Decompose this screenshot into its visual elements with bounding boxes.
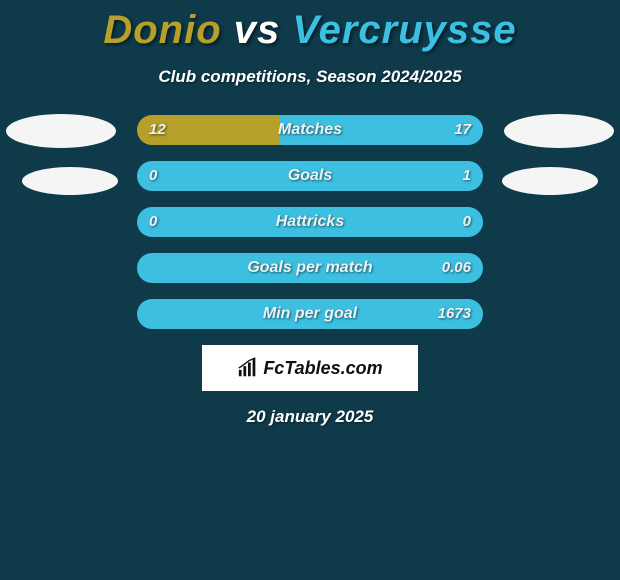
logo: FcTables.com [237,357,382,379]
stat-value-right: 17 [454,115,471,145]
stat-row: 0 Hattricks 0 [137,207,483,237]
bars-container: 12 Matches 17 0 Goals 1 0 Hattricks 0 Go… [137,115,483,329]
stat-value-right: 1 [463,161,471,191]
player1-avatar [6,114,116,148]
stat-value-right: 0.06 [442,253,471,283]
bar-right [137,207,483,237]
bar-chart-icon [237,357,259,379]
stat-value-left: 0 [149,207,157,237]
title-vs: vs [234,8,281,52]
player1-club-avatar [22,167,118,195]
subtitle: Club competitions, Season 2024/2025 [0,67,620,87]
stat-row: Min per goal 1673 [137,299,483,329]
stat-row: Goals per match 0.06 [137,253,483,283]
bar-right [137,253,483,283]
player2-avatar [504,114,614,148]
page-title: Donio vs Vercruysse [0,0,620,53]
stat-row: 12 Matches 17 [137,115,483,145]
stat-value-right: 0 [463,207,471,237]
player2-club-avatar [502,167,598,195]
bar-right [137,299,483,329]
bar-right [280,115,483,145]
date-text: 20 january 2025 [0,407,620,427]
stat-value-left: 12 [149,115,166,145]
bar-right [137,161,483,191]
title-player1: Donio [103,8,221,52]
stat-value-right: 1673 [438,299,471,329]
stat-value-left: 0 [149,161,157,191]
logo-text: FcTables.com [263,358,382,379]
logo-box: FcTables.com [202,345,418,391]
comparison-panel: 12 Matches 17 0 Goals 1 0 Hattricks 0 Go… [0,115,620,427]
title-player2: Vercruysse [292,8,516,52]
stat-row: 0 Goals 1 [137,161,483,191]
